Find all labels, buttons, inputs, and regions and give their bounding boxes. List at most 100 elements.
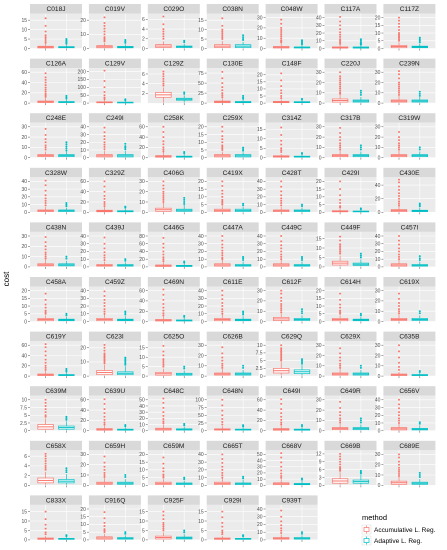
outlier-point <box>221 294 224 297</box>
y-tick-label: 40 <box>80 408 86 414</box>
facet-panel: C635B 0 10 20 30 <box>375 331 436 380</box>
outlier-point <box>162 527 165 530</box>
outlier-point <box>44 30 47 33</box>
outlier-point <box>398 144 400 147</box>
y-tick-label: 4 <box>142 27 145 33</box>
panel-background <box>324 395 377 431</box>
outlier-point <box>221 356 224 359</box>
y-tick-label: 6 <box>142 17 145 23</box>
panel-background <box>30 68 82 104</box>
y-tick-label: 40 <box>198 288 204 294</box>
y-tick-label: 10 <box>375 473 381 479</box>
outlier-point <box>44 415 47 418</box>
panel-background <box>147 231 200 267</box>
y-tick-label: 30 <box>80 452 86 458</box>
y-tick-label: 20 <box>257 73 263 79</box>
facet-label: C220J <box>341 61 360 68</box>
facet-strip <box>324 277 377 287</box>
panel-background <box>88 177 141 213</box>
outlier-point <box>242 36 245 39</box>
facet-label: C612F <box>282 279 302 286</box>
y-tick-label: 40 <box>139 299 145 305</box>
outlier-point <box>339 126 342 129</box>
outlier-point <box>398 139 400 142</box>
facet-strip <box>88 440 141 451</box>
outlier-point <box>280 126 283 129</box>
outlier-point <box>44 138 47 141</box>
y-tick-label: 0 <box>24 538 27 544</box>
outlier-point <box>398 356 400 359</box>
adaptive-box <box>58 255 75 267</box>
outlier-point <box>301 477 303 480</box>
outlier-point <box>398 453 400 456</box>
outlier-point <box>359 421 362 424</box>
outlier-point <box>183 478 186 481</box>
outlier-point <box>162 467 165 470</box>
outlier-point <box>162 475 165 478</box>
y-tick-label: 10 <box>21 398 27 404</box>
outlier-point <box>398 365 400 368</box>
outlier-point <box>44 311 47 314</box>
y-tick-label: 30 <box>198 296 204 302</box>
outlier-point <box>221 148 224 151</box>
outlier-point <box>162 417 165 420</box>
outlier-point <box>280 469 283 472</box>
accumulative-box <box>214 289 231 322</box>
y-tick-label: 0 <box>83 156 86 162</box>
outlier-point <box>103 473 106 476</box>
outlier-point <box>359 366 362 369</box>
facet-label: C665T <box>223 443 243 450</box>
y-tick-label: 0 <box>24 319 27 325</box>
outlier-point <box>398 136 400 139</box>
panel-background <box>88 13 141 49</box>
outlier-point <box>398 468 400 471</box>
outlier-point <box>280 202 283 205</box>
y-tick-label: 0 <box>201 538 204 544</box>
y-tick-label: 15 <box>198 187 204 193</box>
outlier-point <box>44 523 47 526</box>
outlier-point <box>103 37 106 40</box>
facet-label: C939T <box>282 497 302 504</box>
facet-label: C611E <box>223 279 243 286</box>
outlier-point <box>162 309 165 312</box>
outlier-point <box>339 312 342 315</box>
y-tick-label: 10 <box>375 257 381 263</box>
facet-panel: C038N 0 5 10 15 <box>198 4 259 52</box>
panel-background <box>147 450 200 486</box>
outlier-point <box>221 305 224 308</box>
outlier-point <box>418 473 421 476</box>
outlier-point <box>339 142 342 145</box>
outlier-point <box>162 253 165 256</box>
outlier-point <box>280 531 283 534</box>
outlier-point <box>162 470 165 473</box>
outlier-point <box>398 36 400 39</box>
outlier-point <box>221 453 224 456</box>
outlier-point <box>280 350 283 353</box>
outlier-point <box>44 189 47 192</box>
facet-panel: C449F 0 5 10 15 <box>316 222 377 271</box>
y-tick-label: 40 <box>198 234 204 240</box>
y-tick-label: 10 <box>198 257 204 263</box>
outlier-point <box>221 180 224 183</box>
adaptive-box <box>352 312 370 322</box>
y-tick-label: 60 <box>80 398 86 404</box>
outlier-point <box>301 358 303 361</box>
outlier-point <box>280 408 283 411</box>
y-tick-label: 15 <box>198 132 204 138</box>
facet-label: C406G <box>163 170 184 177</box>
outlier-point <box>301 257 303 260</box>
facet-label: C449F <box>341 224 361 231</box>
outlier-point <box>103 30 106 33</box>
outlier-point <box>221 366 224 369</box>
outlier-point <box>398 181 400 184</box>
outlier-point <box>359 419 362 422</box>
outlier-point <box>65 205 68 208</box>
outlier-point <box>162 397 165 400</box>
facet-panel: C117A 010 20 30 40 <box>316 4 377 52</box>
outlier-point <box>398 148 400 151</box>
outlier-point <box>124 205 127 208</box>
panel-background <box>324 68 377 104</box>
adaptive-box <box>234 146 252 158</box>
panel-background <box>88 122 141 158</box>
